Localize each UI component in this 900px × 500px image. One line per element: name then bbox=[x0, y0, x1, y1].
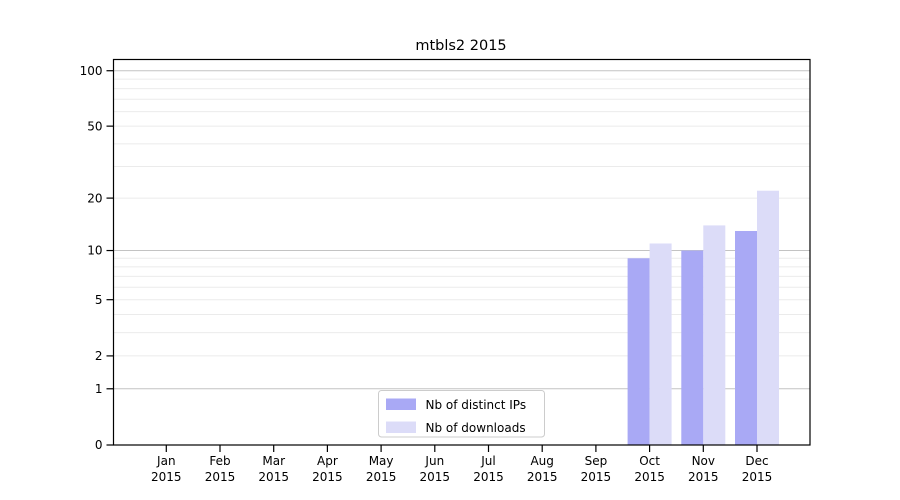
x-tick-label-month: Apr bbox=[317, 454, 338, 468]
bar-nov-s0 bbox=[681, 250, 704, 445]
x-tick-label-month: Sep bbox=[585, 454, 608, 468]
gridlines bbox=[113, 70, 810, 390]
x-tick-label-year: 2015 bbox=[527, 470, 558, 484]
y-tick-label: 10 bbox=[87, 244, 102, 258]
x-tick-label-month: Feb bbox=[209, 454, 230, 468]
x-tick-label-year: 2015 bbox=[688, 470, 719, 484]
legend: Nb of distinct IPs Nb of downloads bbox=[378, 390, 545, 438]
x-tick-label-month: Jun bbox=[424, 454, 444, 468]
bar-dec-s1 bbox=[757, 190, 779, 445]
x-tick-label-month: Oct bbox=[639, 454, 660, 468]
x-tick-label-year: 2015 bbox=[151, 470, 182, 484]
x-tick-label-year: 2015 bbox=[634, 470, 665, 484]
y-tick-label: 50 bbox=[87, 119, 102, 133]
legend-swatch-distinct-ips bbox=[386, 398, 416, 410]
chart-title: mtbls2 2015 bbox=[415, 38, 506, 54]
x-tick-label-year: 2015 bbox=[473, 470, 504, 484]
bar-oct-s1 bbox=[649, 243, 672, 445]
bar-dec-s0 bbox=[735, 230, 757, 445]
x-tick-label-month: Aug bbox=[530, 454, 553, 468]
y-tick-label: 100 bbox=[80, 64, 103, 78]
y-tick-label: 0 bbox=[95, 438, 103, 452]
y-tick-label: 2 bbox=[95, 349, 103, 363]
y-tick-label: 20 bbox=[87, 191, 102, 205]
x-tick-label-month: May bbox=[369, 454, 394, 468]
legend-box bbox=[378, 390, 545, 438]
x-tick-label-year: 2015 bbox=[742, 470, 773, 484]
plot-border bbox=[112, 58, 811, 446]
y-tick-label: 1 bbox=[95, 382, 103, 396]
bars bbox=[627, 190, 779, 445]
x-tick-label-month: Dec bbox=[745, 454, 768, 468]
x-tick-label-year: 2015 bbox=[581, 470, 612, 484]
x-tick-label-year: 2015 bbox=[205, 470, 236, 484]
legend-swatch-downloads bbox=[386, 421, 416, 433]
x-tick-label-year: 2015 bbox=[312, 470, 343, 484]
x-tick-label-month: Jan bbox=[156, 454, 176, 468]
bar-nov-s1 bbox=[703, 225, 726, 445]
x-tick-label-month: Jul bbox=[480, 454, 495, 468]
legend-label-downloads: Nb of downloads bbox=[426, 421, 526, 435]
x-tick-label-year: 2015 bbox=[366, 470, 397, 484]
bar-oct-s0 bbox=[627, 258, 650, 445]
x-tick-label-year: 2015 bbox=[258, 470, 289, 484]
x-tick-label-year: 2015 bbox=[420, 470, 451, 484]
x-tick-label-month: Mar bbox=[262, 454, 285, 468]
axis-ticks: 0 1 2 5 10 20 50 100 Jan 2015 Feb 2015 Mar 2015 Apr 201… bbox=[80, 64, 773, 484]
y-tick-label: 5 bbox=[95, 293, 103, 307]
legend-label-distinct-ips: Nb of distinct IPs bbox=[426, 398, 527, 412]
x-tick-label-month: Nov bbox=[692, 454, 715, 468]
